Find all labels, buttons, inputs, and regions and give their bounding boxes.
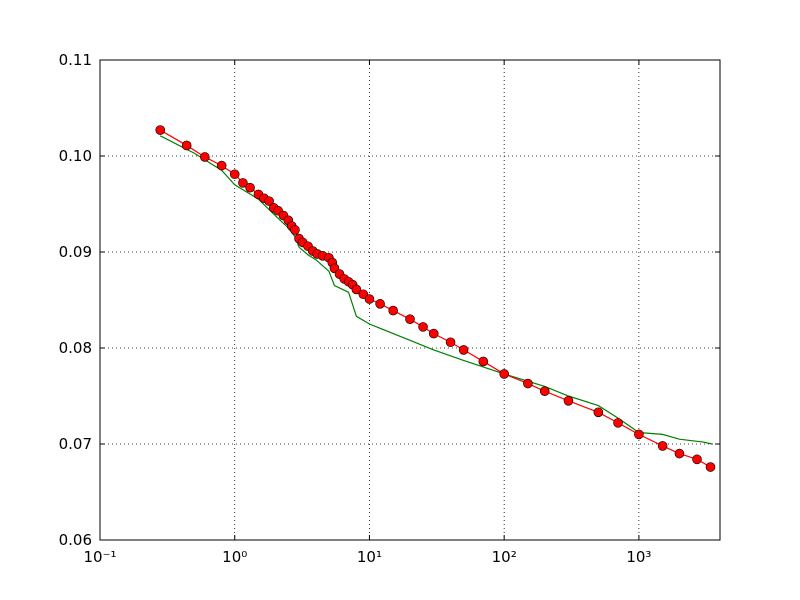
x-tick-label: 10⁰	[222, 548, 247, 566]
x-tick-label: 10⁻¹	[83, 548, 116, 566]
data-point	[674, 448, 685, 459]
y-tick-label: 0.07	[59, 435, 92, 453]
data-point	[245, 182, 255, 193]
data-point	[458, 345, 469, 355]
data-point	[613, 418, 623, 428]
data-point	[200, 152, 210, 162]
data-point	[445, 337, 456, 348]
data-point	[539, 386, 550, 397]
y-tick-label: 0.06	[59, 531, 92, 549]
y-tick-label: 0.09	[59, 243, 92, 261]
data-point	[264, 196, 274, 206]
data-point	[418, 322, 428, 332]
data-point	[238, 178, 248, 188]
data-point	[388, 305, 398, 316]
data-point	[216, 160, 227, 171]
data-point	[405, 314, 415, 325]
data-point	[563, 395, 574, 406]
data-point	[692, 454, 702, 465]
plot-frame	[99, 59, 721, 541]
data-point	[593, 407, 604, 418]
data-point	[351, 284, 362, 295]
data-point	[523, 378, 533, 389]
data-point	[181, 140, 192, 151]
data-point	[634, 429, 644, 440]
x-tick-label: 10²	[492, 548, 517, 566]
data-point	[478, 356, 489, 367]
data-point	[428, 328, 439, 339]
data-point	[364, 294, 375, 304]
data-point	[229, 169, 240, 180]
data-point	[657, 441, 668, 451]
data-point	[499, 369, 509, 379]
y-tick-label: 0.08	[59, 339, 92, 357]
y-tick-label: 0.10	[59, 147, 92, 165]
x-tick-label: 10³	[626, 548, 651, 566]
x-tick-label: 10¹	[357, 548, 382, 566]
data-point	[290, 225, 300, 235]
data-point	[155, 125, 166, 135]
data-point	[375, 299, 385, 309]
data-point	[705, 462, 716, 472]
y-tick-label: 0.11	[59, 51, 92, 69]
